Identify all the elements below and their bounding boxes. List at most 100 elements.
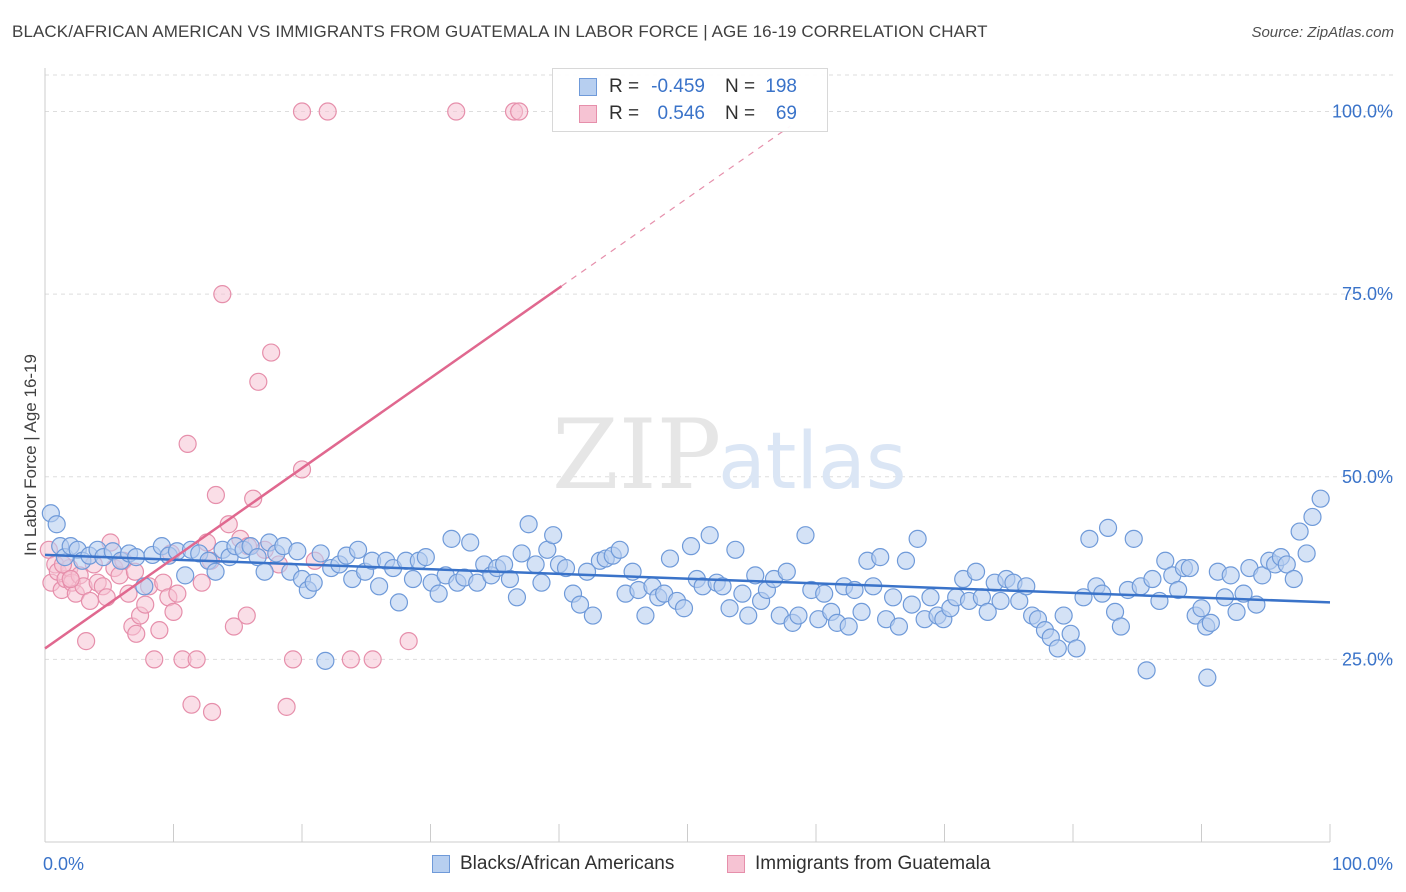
data-point-guatemala: [224, 617, 243, 636]
data-point-black: [519, 515, 538, 534]
data-point-black: [316, 651, 335, 670]
data-point-guatemala: [447, 102, 466, 121]
x-tick-label: 100.0%: [1332, 854, 1393, 874]
data-point-black: [583, 606, 602, 625]
data-point-black: [403, 569, 423, 589]
data-point-guatemala: [178, 434, 197, 453]
data-point-black: [442, 529, 461, 548]
data-point-black: [1297, 544, 1316, 563]
data-point-guatemala: [510, 102, 529, 121]
data-point-black: [1290, 522, 1309, 541]
data-point-black: [681, 537, 701, 556]
data-point-guatemala: [187, 650, 206, 669]
data-point-guatemala: [97, 588, 116, 607]
data-point-guatemala: [192, 573, 211, 592]
data-point-black: [1080, 529, 1099, 548]
data-point-black: [902, 595, 921, 614]
data-point-black: [1192, 599, 1211, 618]
correlation-legend: R = -0.459 N = 198 R = 0.546 N = 69: [552, 68, 828, 132]
legend-n-value: 198: [765, 76, 797, 97]
data-point-black: [1143, 569, 1162, 589]
data-point-black: [1048, 639, 1067, 658]
legend-r-label: R =: [609, 103, 640, 124]
tick-labels: 25.0% 50.0% 75.0% 100.0% 0.0% 100.0%: [43, 102, 1393, 874]
data-point-black: [871, 548, 890, 567]
data-point-black: [544, 526, 563, 545]
data-point-guatemala: [77, 632, 96, 651]
y-tick-label: 75.0%: [1342, 284, 1393, 304]
data-point-black: [1098, 518, 1118, 537]
watermark-zip: ZIP: [552, 399, 721, 511]
legend-r-value: 0.546: [657, 103, 705, 124]
data-point-guatemala: [150, 621, 169, 640]
data-point-black: [1201, 613, 1220, 632]
data-point-guatemala: [168, 584, 187, 603]
trend-extension-guatemala: [561, 125, 791, 287]
legend-r-value: -0.459: [651, 76, 705, 97]
data-point-black: [674, 599, 694, 618]
trend-lines: [44, 125, 1331, 650]
data-point-black: [896, 551, 916, 570]
data-point-black: [1111, 617, 1130, 636]
legend-n-label: N =: [725, 103, 756, 124]
trend-line-guatemala: [44, 285, 563, 650]
data-point-black: [47, 515, 66, 534]
data-point-black: [311, 544, 330, 563]
x-tick-label: 0.0%: [43, 854, 84, 874]
data-point-guatemala: [399, 632, 418, 651]
y-axis-label: In Labor Force | Age 16-19: [21, 354, 40, 556]
data-point-black: [815, 584, 834, 603]
data-point-black: [468, 573, 487, 592]
y-tick-label: 25.0%: [1342, 649, 1393, 669]
data-point-black: [713, 577, 732, 596]
data-point-guatemala: [136, 595, 155, 614]
data-point-black: [206, 562, 225, 581]
data-point-black: [921, 588, 940, 607]
legend-r-label: R =: [609, 76, 640, 97]
data-point-guatemala: [277, 697, 296, 716]
data-point-black: [796, 526, 815, 545]
data-point-black: [248, 548, 267, 567]
data-point-guatemala: [249, 372, 268, 391]
data-point-black: [370, 577, 389, 596]
data-point-black: [176, 566, 195, 585]
data-point-black: [1156, 551, 1175, 570]
data-point-black: [839, 617, 858, 636]
data-point-black: [1253, 566, 1272, 585]
legend-swatch-pink: [579, 105, 597, 123]
legend-n-label: N =: [725, 76, 756, 97]
data-point-black: [1198, 668, 1217, 687]
data-point-guatemala: [164, 602, 183, 622]
watermark: ZIP atlas: [552, 399, 907, 511]
data-point-black: [1124, 529, 1143, 548]
legend-swatch-blue: [432, 855, 450, 873]
data-point-guatemala: [61, 569, 80, 589]
data-point-black: [1169, 580, 1188, 600]
data-point-black: [1054, 606, 1073, 625]
data-point-black: [746, 566, 765, 585]
data-point-black: [726, 540, 745, 559]
data-point-guatemala: [80, 591, 100, 611]
data-point-black: [777, 562, 796, 581]
trend-line-black: [44, 553, 1331, 604]
data-point-black: [636, 606, 655, 625]
data-point-guatemala: [182, 695, 201, 714]
legend-swatch-pink: [727, 855, 745, 873]
data-point-black: [526, 555, 545, 574]
data-point-black: [700, 526, 719, 545]
data-point-black: [991, 591, 1010, 611]
legend-row-guatemala: R = 0.546 N = 69: [579, 101, 797, 127]
data-point-black: [500, 569, 520, 589]
data-point-black: [1221, 566, 1240, 585]
data-point-black: [1311, 489, 1330, 508]
legend-row-black: R = -0.459 N = 198: [579, 74, 797, 100]
data-point-guatemala: [202, 702, 222, 722]
data-point-guatemala: [206, 485, 226, 505]
data-point-black: [789, 606, 808, 625]
data-point-black: [416, 548, 435, 567]
data-point-guatemala: [341, 650, 360, 669]
data-point-guatemala: [119, 584, 138, 603]
data-point-guatemala: [127, 624, 146, 643]
data-point-black: [733, 584, 752, 603]
data-point-black: [507, 588, 527, 607]
